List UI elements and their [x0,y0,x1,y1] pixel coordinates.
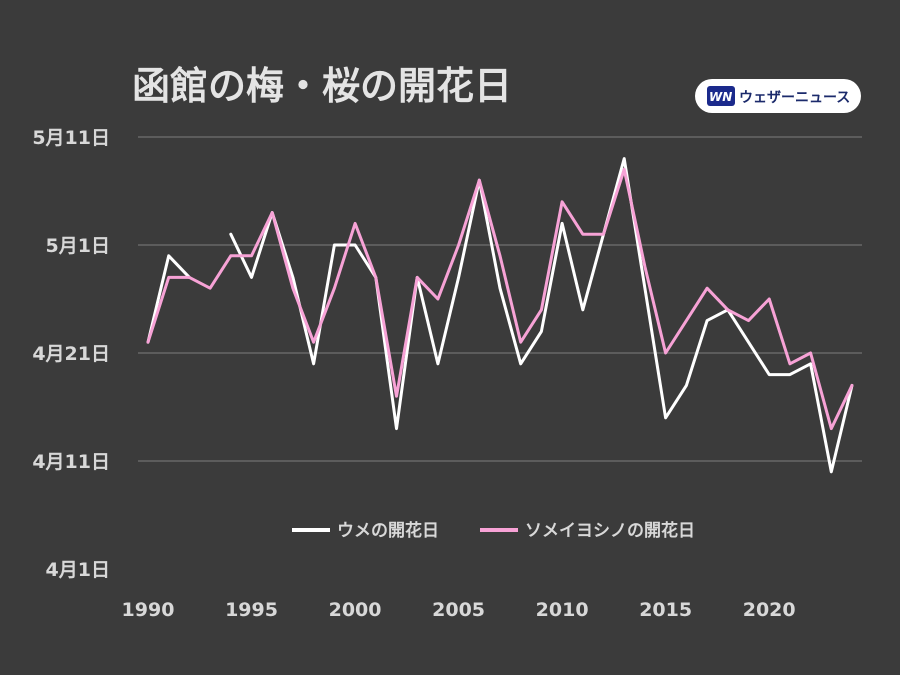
x-tick-label: 1995 [225,599,278,621]
x-tick-label: 2000 [329,599,382,621]
brand-name: ウェザーニュース [739,90,850,106]
chart-title: 函館の梅・桜の開花日 [132,64,512,108]
series-lines [146,157,854,474]
x-tick-label: 2010 [536,599,589,621]
series-line-ume [229,157,854,474]
series-line-someiyoshino [146,167,854,431]
legend-label-ume: ウメの開花日 [337,520,439,541]
y-tick-label: 4月1日 [46,559,110,581]
legend-label-someiyoshino: ソメイヨシノの開花日 [525,520,695,541]
y-tick-label: 5月1日 [46,235,110,257]
series-line-ume [146,254,191,344]
y-tick-label: 4月11日 [32,451,110,473]
weathernews-logo-icon [707,86,735,106]
y-tick-label: 5月11日 [32,127,110,149]
x-tick-label: 2020 [743,599,796,621]
y-axis-ticks: 4月1日 4月11日 4月21日 5月1日 5月11日 [32,127,110,581]
x-tick-label: 1990 [122,599,175,621]
x-tick-label: 2015 [639,599,692,621]
brand-badge-background [695,79,861,113]
brand-badge: WN ウェザーニュース [695,79,861,113]
brand-logo-text: WN [709,90,732,104]
x-tick-label: 2005 [432,599,485,621]
x-axis-ticks: 1990 1995 2000 2005 2010 2015 2020 [122,599,796,621]
y-gridlines [138,136,862,462]
y-tick-label: 4月21日 [32,343,110,365]
legend: ウメの開花日 ソメイヨシノの開花日 [292,520,695,541]
